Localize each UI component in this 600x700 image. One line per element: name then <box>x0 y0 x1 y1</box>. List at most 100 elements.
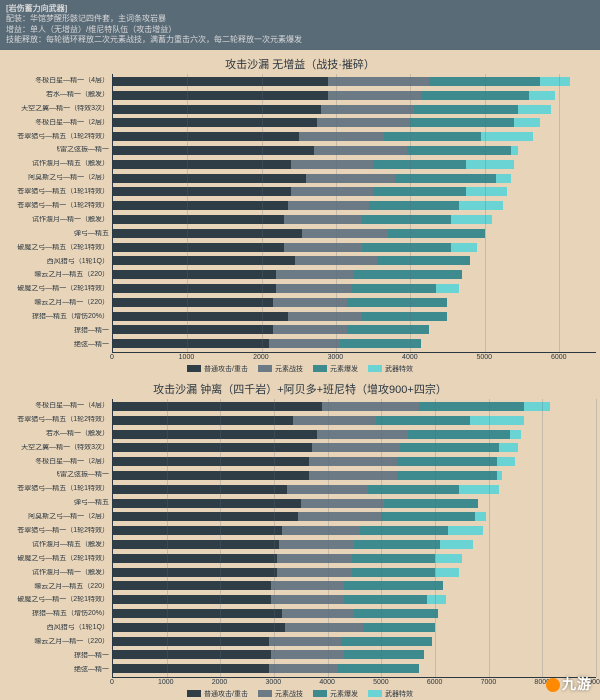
bar-segment <box>347 298 447 307</box>
bar-segment <box>497 457 516 466</box>
bar-segment <box>317 118 410 127</box>
bar-segment <box>496 174 511 183</box>
bar-label: 绝弦—精一 <box>4 666 109 673</box>
bar-segment <box>448 526 483 535</box>
bar-row <box>113 312 596 321</box>
bar-segment <box>352 568 435 577</box>
bar-row <box>113 540 596 549</box>
bar-segment <box>451 243 477 252</box>
chart2-labels: 冬极白星—精一（4层）苍翠猎弓—精五（1轮2特效）若水—精一（触发）天空之翼—精… <box>4 399 112 677</box>
bar-segment <box>344 650 424 659</box>
grid-line <box>596 399 597 677</box>
bar-label: 天空之翼—精一（特效3次） <box>4 105 109 112</box>
bar-segment <box>113 146 314 155</box>
bar-label: 若水—精一（触发） <box>4 430 109 437</box>
legend-item: 武器特效 <box>368 689 413 699</box>
bar-row <box>113 609 596 618</box>
bar-segment <box>312 443 401 452</box>
bar-segment <box>287 485 367 494</box>
bar-row <box>113 284 596 293</box>
grid-line <box>262 74 263 352</box>
bar-segment <box>410 118 514 127</box>
legend-item: 武器特效 <box>368 364 413 374</box>
bar-segment <box>298 512 381 521</box>
bar-label: 绝弦—精一 <box>4 341 109 348</box>
bar-label: 弹弓—精五 <box>4 499 109 506</box>
bar-segment <box>113 471 309 480</box>
bar-label: 掠猎—精五（增伤20%） <box>4 610 109 617</box>
bar-row <box>113 118 596 127</box>
bar-label: 破魔之弓—精一（2轮1特效） <box>4 285 109 292</box>
bar-segment <box>338 664 418 673</box>
bar-segment <box>421 91 529 100</box>
legend-label: 元素爆发 <box>330 364 358 374</box>
bar-segment <box>340 339 422 348</box>
bar-row <box>113 256 596 265</box>
bar-label: 阿莫斯之弓—精一（2层） <box>4 513 109 520</box>
bar-row <box>113 91 596 100</box>
bar-segment <box>293 416 376 425</box>
bar-row <box>113 430 596 439</box>
bar-label: 若水—精一（触发） <box>4 91 109 98</box>
bar-segment <box>408 430 510 439</box>
bar-segment <box>470 416 524 425</box>
bar-label: 西风猎弓（1轮1Q） <box>4 258 109 265</box>
bar-segment <box>113 201 288 210</box>
watermark: 九游 <box>546 674 592 694</box>
bar-segment <box>341 637 432 646</box>
bar-row <box>113 174 596 183</box>
bar-segment <box>306 174 395 183</box>
grid-line <box>542 399 543 677</box>
bar-segment <box>113 298 273 307</box>
bar-segment <box>459 485 499 494</box>
bar-segment <box>113 430 317 439</box>
bar-segment <box>400 443 499 452</box>
bar-segment <box>328 77 428 86</box>
bar-row <box>113 160 596 169</box>
bar-row <box>113 243 596 252</box>
bar-segment <box>466 160 514 169</box>
bar-segment <box>113 118 317 127</box>
bar-row <box>113 201 596 210</box>
legend-item: 元素爆发 <box>313 689 358 699</box>
xtick: 1000 <box>158 679 174 686</box>
bar-label: 试作澹月—精一（触发） <box>4 569 109 576</box>
bar-segment <box>344 581 443 590</box>
bar-segment <box>322 402 419 411</box>
xtick: 1000 <box>179 354 195 361</box>
grid-line <box>328 399 329 677</box>
bar-segment <box>362 215 451 224</box>
bar-segment <box>276 270 354 279</box>
xtick: 0 <box>110 354 114 361</box>
bar-row <box>113 229 596 238</box>
chart1-bars <box>112 74 596 352</box>
bar-segment <box>113 312 288 321</box>
legend-swatch <box>368 365 382 372</box>
bar-segment <box>284 215 362 224</box>
bar-label: 冬极白星—精一（4层） <box>4 402 109 409</box>
bar-row <box>113 554 596 563</box>
bar-segment <box>344 595 427 604</box>
chart2-bars <box>112 399 596 677</box>
header-title: [岩伤蓄力向武器] <box>6 4 594 14</box>
bar-segment <box>269 664 339 673</box>
bar-segment <box>113 637 269 646</box>
bar-segment <box>295 256 377 265</box>
chart1-title: 攻击沙漏 无增益（战技·摧碎） <box>4 53 596 74</box>
bar-row <box>113 215 596 224</box>
header-line1: 配装：华馆梦醒形骸记四件套，主词条攻岩暴 <box>6 14 594 24</box>
chart1-labels: 冬极白星—精一（4层）若水—精一（触发）天空之翼—精一（特效3次）冬极白星—精一… <box>4 74 112 352</box>
chart1-xaxis: 0100020003000400050006000 <box>112 352 596 362</box>
bar-row <box>113 595 596 604</box>
bar-segment <box>288 312 362 321</box>
bar-label: 阿莫斯之弓—精一（2层） <box>4 174 109 181</box>
bar-segment <box>269 637 341 646</box>
legend-swatch <box>258 690 272 697</box>
grid-line <box>274 399 275 677</box>
bar-segment <box>360 526 449 535</box>
bar-segment <box>347 325 429 334</box>
bar-segment <box>113 457 309 466</box>
xtick: 2000 <box>212 679 228 686</box>
bar-segment <box>395 174 495 183</box>
bar-label: 试作澹月—精五（触发） <box>4 160 109 167</box>
